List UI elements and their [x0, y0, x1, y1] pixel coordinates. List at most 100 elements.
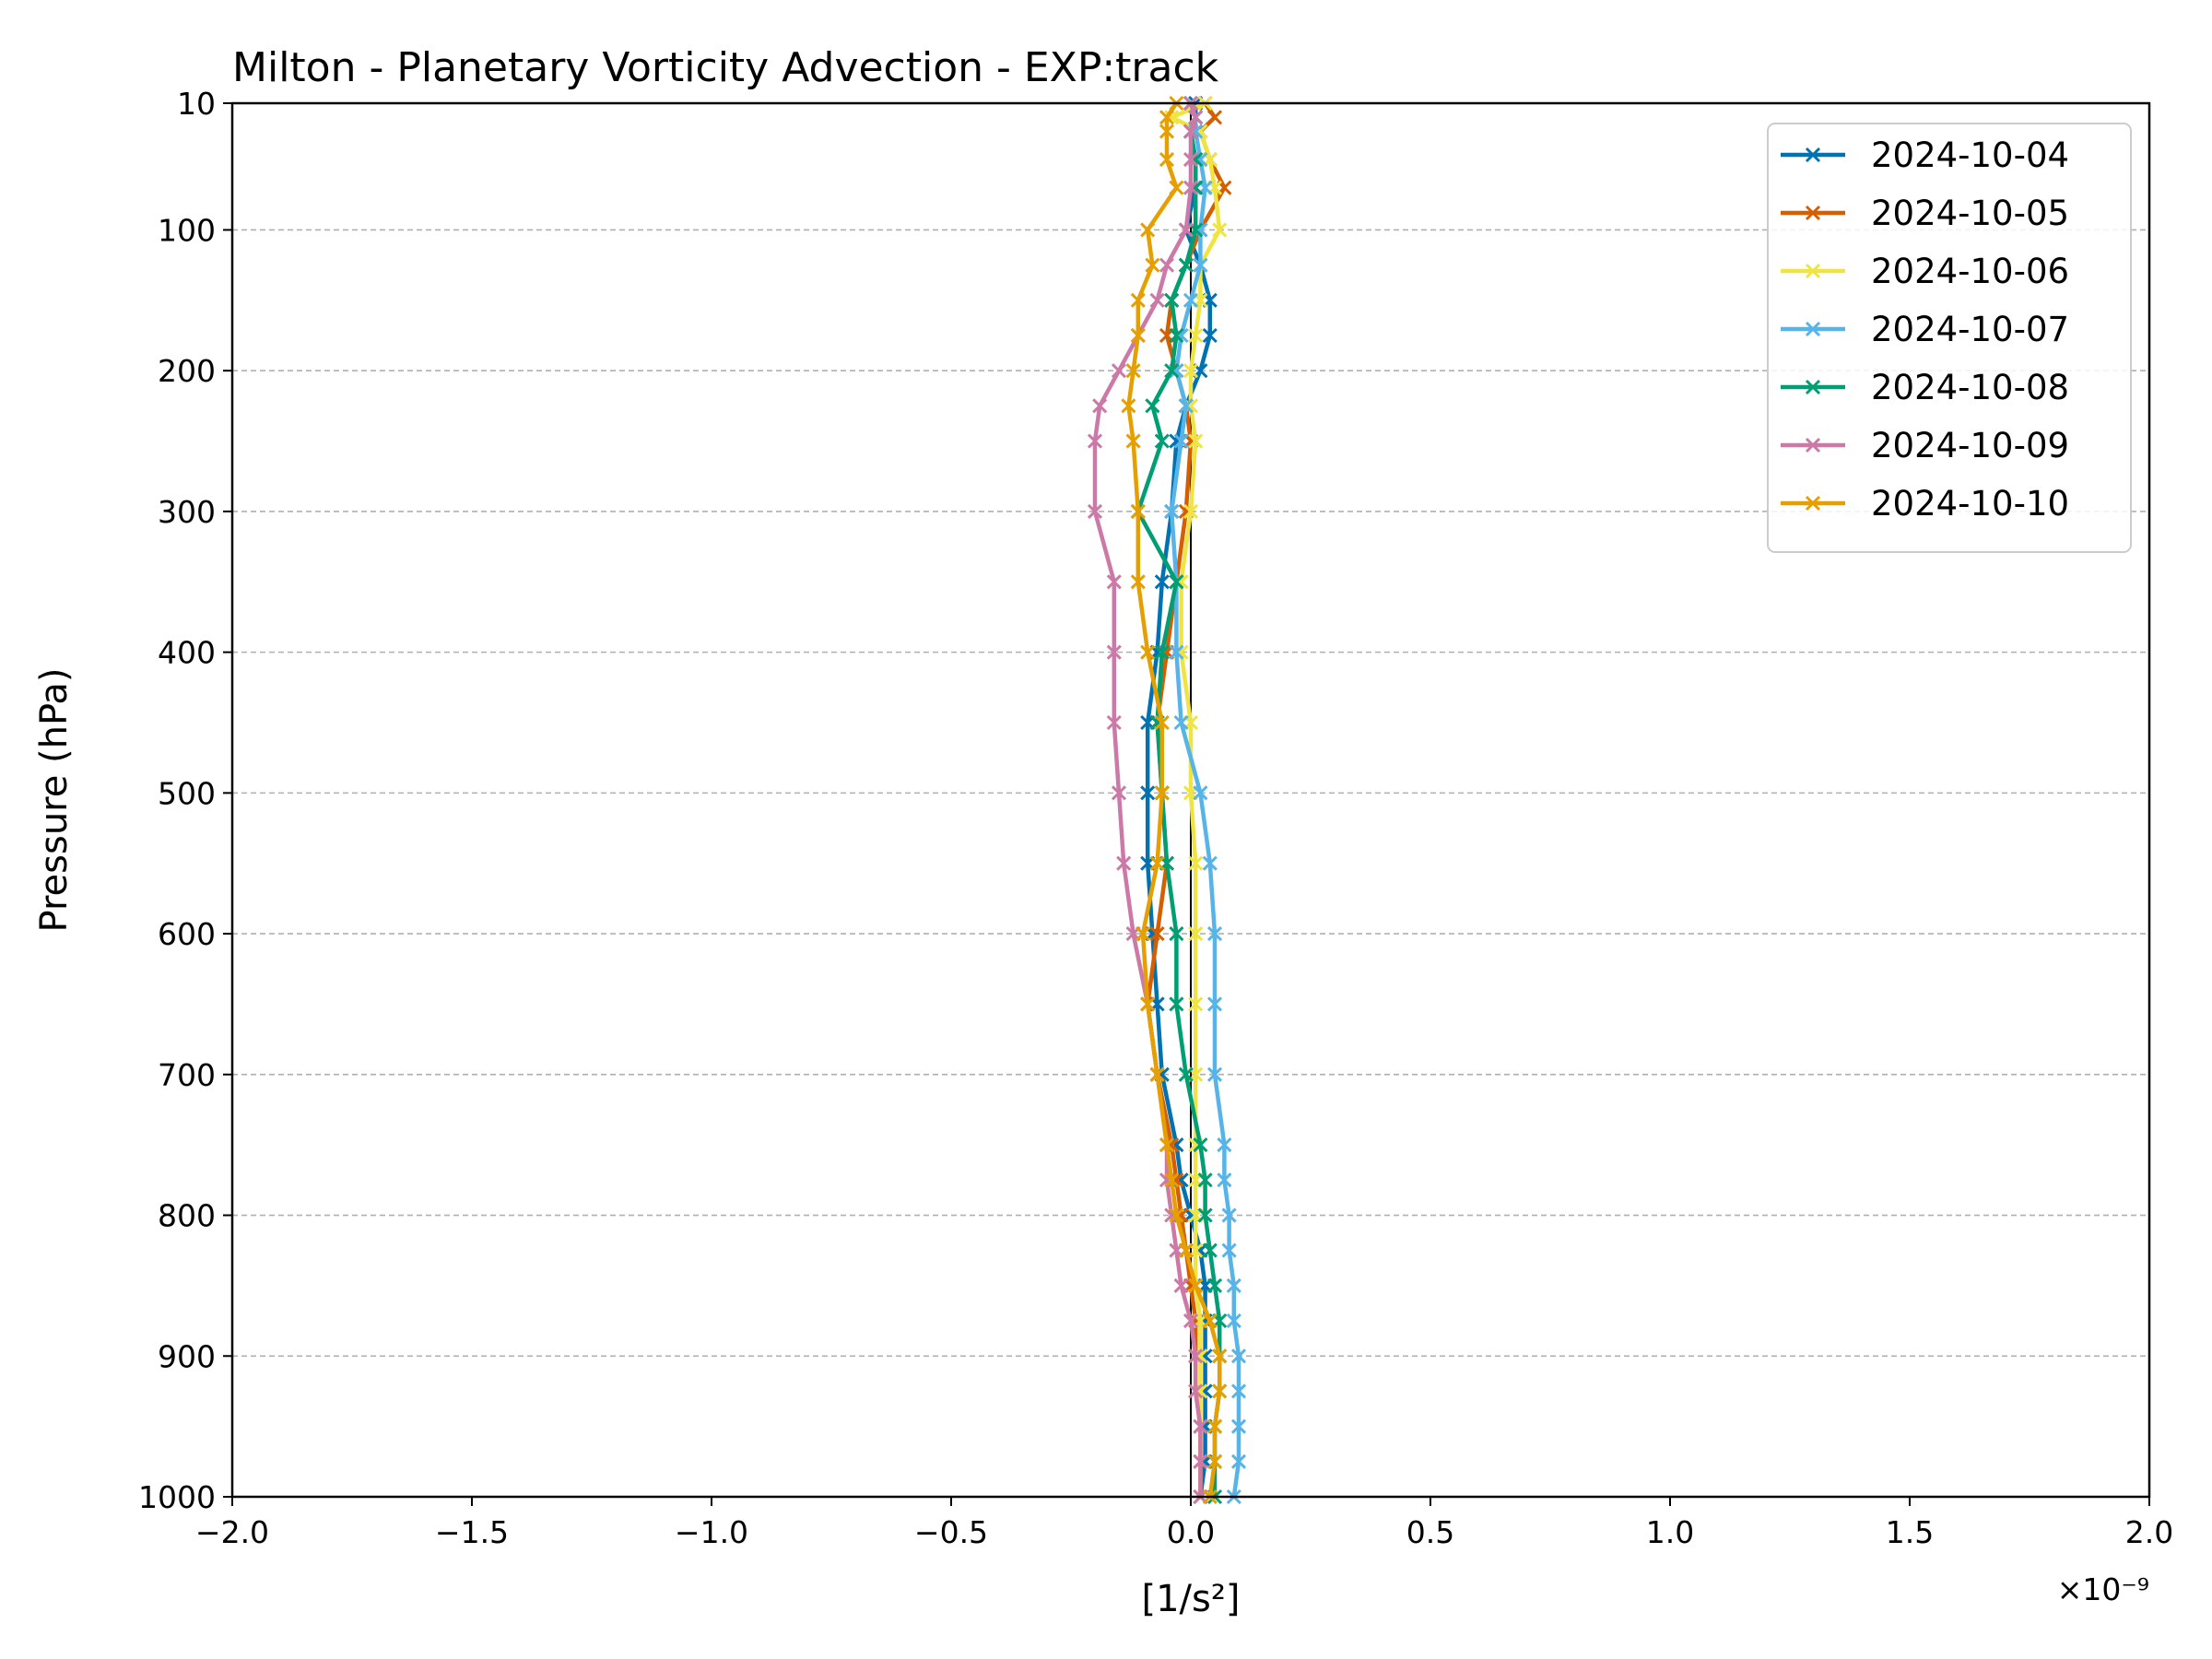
y-tick-label-10: 10 — [177, 86, 216, 122]
data-point — [1182, 503, 1199, 519]
data-point — [1140, 996, 1156, 1012]
data-point — [1221, 1242, 1237, 1258]
data-point — [1193, 1418, 1208, 1434]
x-tick-label-0.5: 0.5 — [1406, 1514, 1454, 1550]
legend-box — [1767, 123, 2132, 553]
data-point — [1193, 785, 1208, 801]
data-point — [1178, 222, 1194, 238]
data-point — [1206, 1418, 1223, 1434]
y-tick-label-200: 200 — [158, 353, 216, 389]
y-tick-label-400: 400 — [158, 635, 216, 671]
data-point — [1087, 503, 1103, 519]
data-point — [1230, 1383, 1247, 1399]
y-tick-label-900: 900 — [158, 1338, 216, 1374]
data-point — [1178, 1242, 1194, 1258]
series-line-2024-10-08 — [1135, 102, 1222, 1497]
data-point — [1206, 926, 1223, 942]
data-point — [1217, 1172, 1232, 1188]
data-point — [1106, 574, 1122, 590]
x-tick-label-−1.5: −1.5 — [435, 1514, 509, 1550]
data-point — [1149, 855, 1165, 871]
data-point — [1188, 110, 1204, 125]
legend-entry: 2024-10-06 — [1781, 252, 2069, 291]
data-point — [1164, 503, 1180, 519]
legend-entry: 2024-10-04 — [1781, 135, 2069, 175]
data-point — [1164, 363, 1180, 379]
series-group — [1087, 95, 1247, 1505]
data-point — [1159, 257, 1175, 273]
data-point — [1193, 1453, 1208, 1469]
series-2024-10-09 — [1087, 95, 1208, 1505]
data-point — [1206, 1277, 1223, 1293]
data-point — [1212, 1348, 1228, 1364]
data-point — [1197, 1172, 1213, 1188]
legend-marker — [1805, 437, 1821, 453]
legend-marker — [1805, 495, 1821, 512]
legend-label: 2024-10-05 — [1871, 194, 2069, 233]
x-tick-label-−0.5: −0.5 — [914, 1514, 988, 1550]
y-tick-label-700: 700 — [158, 1057, 216, 1093]
data-point — [1121, 398, 1136, 414]
legend-label: 2024-10-06 — [1871, 252, 2069, 291]
data-point — [1087, 433, 1103, 449]
data-point — [1169, 1207, 1184, 1223]
data-point — [1206, 110, 1223, 125]
y-tick-label-1000: 1000 — [138, 1479, 216, 1515]
y-tick-label-500: 500 — [158, 775, 216, 811]
data-point — [1188, 996, 1204, 1012]
data-point — [1169, 574, 1184, 590]
data-point — [1217, 1137, 1232, 1153]
x-tick-label-−2.0: −2.0 — [195, 1514, 269, 1550]
legend-entry: 2024-10-10 — [1781, 484, 2069, 524]
data-point — [1188, 433, 1204, 449]
data-point — [1159, 1137, 1175, 1153]
data-point — [1212, 222, 1228, 238]
data-point — [1149, 926, 1165, 942]
data-point — [1164, 292, 1180, 308]
data-point — [1106, 644, 1122, 660]
data-point — [1169, 644, 1184, 660]
data-point — [1159, 110, 1175, 125]
data-point — [1111, 363, 1127, 379]
data-point — [1154, 574, 1170, 590]
data-point — [1130, 327, 1146, 344]
data-point — [1173, 714, 1189, 731]
chart-title: Milton - Planetary Vorticity Advection -… — [232, 44, 1219, 91]
data-point — [1154, 785, 1170, 801]
data-point — [1212, 1383, 1228, 1399]
x-axis-offset-label: ×10⁻⁹ — [2057, 1571, 2149, 1607]
data-point — [1130, 574, 1146, 590]
data-point — [1130, 503, 1146, 519]
data-point — [1125, 363, 1141, 379]
data-point — [1145, 257, 1160, 273]
data-point — [1149, 1066, 1165, 1082]
legend-entry: 2024-10-08 — [1781, 368, 2069, 407]
data-point — [1092, 398, 1108, 414]
data-point — [1226, 1313, 1241, 1329]
data-point — [1188, 1383, 1204, 1399]
data-point — [1125, 433, 1141, 449]
data-point — [1188, 855, 1204, 871]
data-point — [1197, 1207, 1213, 1223]
data-point — [1202, 1242, 1218, 1258]
legend-marker — [1805, 321, 1821, 337]
data-point — [1169, 327, 1184, 344]
data-point — [1149, 292, 1165, 308]
data-point — [1173, 433, 1189, 449]
series-2024-10-07 — [1164, 95, 1247, 1505]
axis-ticks: 10 100 200 300 400 500 600 700 800 900 1000−2.0 −1.… — [138, 86, 2173, 1550]
data-point — [1226, 1277, 1241, 1293]
data-point — [1169, 926, 1184, 942]
data-point — [1154, 644, 1170, 660]
legend-marker — [1805, 379, 1821, 395]
x-tick-label-1.5: 1.5 — [1886, 1514, 1934, 1550]
data-point — [1178, 1066, 1194, 1082]
data-point — [1159, 152, 1175, 168]
data-point — [1188, 327, 1204, 344]
y-axis-label: Pressure (hPa) — [33, 668, 76, 933]
data-point — [1111, 785, 1127, 801]
data-point — [1159, 124, 1175, 139]
x-tick-label-1.0: 1.0 — [1646, 1514, 1694, 1550]
data-point — [1154, 714, 1170, 731]
legend-label: 2024-10-09 — [1871, 426, 2069, 465]
